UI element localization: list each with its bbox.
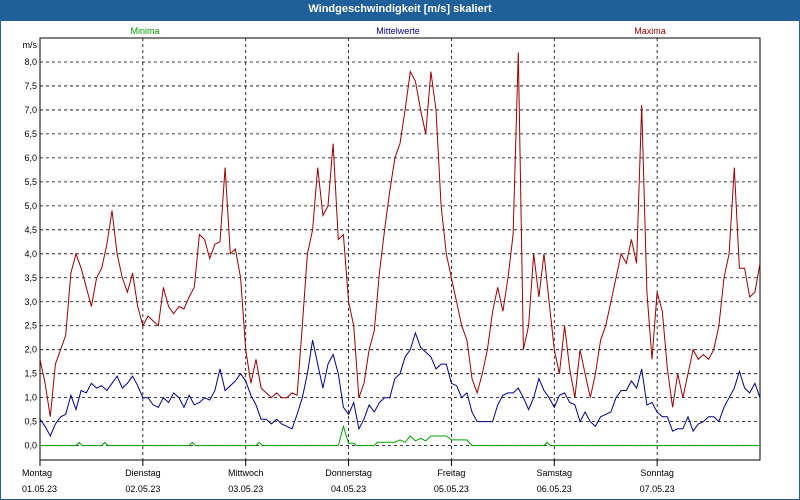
y-tick-label: 2,0 — [24, 345, 37, 355]
y-tick-label: 0,5 — [24, 417, 37, 427]
x-tick-date: 02.05.23 — [125, 484, 160, 494]
x-tick-weekday: Samstag — [537, 468, 573, 478]
y-tick-label: 4,0 — [24, 249, 37, 259]
legend-maxima: Maxima — [634, 26, 666, 36]
y-tick-label: 3,5 — [24, 273, 37, 283]
x-tick-date: 07.05.23 — [640, 484, 675, 494]
y-tick-label: 7,0 — [24, 105, 37, 115]
x-tick-date: 01.05.23 — [22, 484, 57, 494]
y-tick-label: 1,5 — [24, 369, 37, 379]
x-tick-date: 03.05.23 — [228, 484, 263, 494]
y-tick-label: 5,0 — [24, 201, 37, 211]
y-tick-label: 0,0 — [24, 441, 37, 451]
x-tick-weekday: Freitag — [437, 468, 465, 478]
chart-title: Windgeschwindigkeit [m/s] skaliert — [0, 0, 800, 20]
x-tick-date: 05.05.23 — [434, 484, 469, 494]
y-tick-label: 6,0 — [24, 153, 37, 163]
x-tick-weekday: Montag — [22, 468, 52, 478]
y-tick-label: 3,0 — [24, 297, 37, 307]
x-tick-date: 04.05.23 — [331, 484, 366, 494]
y-tick-label: 2,5 — [24, 321, 37, 331]
x-tick-date: 06.05.23 — [537, 484, 572, 494]
plot-area — [39, 37, 761, 461]
y-tick-label: 4,5 — [24, 225, 37, 235]
legend-mittelwerte: Mittelwerte — [376, 26, 420, 36]
series-line-minima — [40, 424, 760, 447]
legend-minima: Minima — [130, 26, 159, 36]
x-tick-weekday: Donnerstag — [325, 468, 372, 478]
y-tick-label: 5,5 — [24, 177, 37, 187]
x-tick-weekday: Dienstag — [125, 468, 161, 478]
y-tick-label: 1,0 — [24, 393, 37, 403]
x-tick-weekday: Sonntag — [640, 468, 674, 478]
x-tick-weekday: Mittwoch — [228, 468, 264, 478]
y-axis-unit: m/s — [23, 40, 38, 50]
series-line-mittelwerte — [39, 331, 761, 438]
y-tick-label: 6,5 — [24, 129, 37, 139]
y-tick-label: 8,0 — [24, 57, 37, 67]
y-tick-label: 7,5 — [24, 81, 37, 91]
series-line-maxima — [39, 52, 761, 417]
